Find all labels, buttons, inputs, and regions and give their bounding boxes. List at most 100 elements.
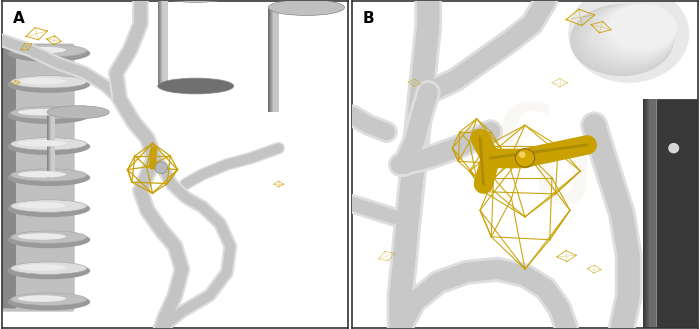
Text: A: A	[13, 11, 25, 26]
Ellipse shape	[7, 200, 90, 217]
Text: B: B	[363, 11, 374, 26]
Bar	[645, 99, 652, 328]
Bar	[270, 8, 276, 112]
Bar	[645, 99, 652, 328]
Bar	[161, 0, 166, 86]
Ellipse shape	[10, 262, 87, 274]
Ellipse shape	[7, 138, 90, 155]
Circle shape	[515, 149, 535, 167]
Bar	[48, 112, 52, 178]
Ellipse shape	[18, 264, 66, 271]
Bar	[159, 0, 164, 86]
Bar	[650, 99, 657, 328]
Bar	[647, 99, 653, 328]
Bar	[48, 112, 52, 178]
Bar	[274, 8, 279, 112]
Bar	[163, 0, 168, 86]
Ellipse shape	[18, 78, 66, 84]
Ellipse shape	[599, 4, 676, 56]
Bar	[162, 0, 167, 86]
Ellipse shape	[10, 138, 87, 150]
Bar	[48, 112, 52, 178]
Bar	[49, 112, 53, 178]
Bar	[158, 0, 164, 86]
Ellipse shape	[18, 295, 66, 302]
Bar	[272, 8, 277, 112]
Bar	[50, 112, 55, 178]
Bar	[273, 8, 278, 112]
Ellipse shape	[574, 4, 674, 73]
Bar	[48, 112, 52, 178]
Bar	[158, 0, 163, 86]
Ellipse shape	[10, 169, 87, 181]
Bar	[50, 112, 55, 178]
Bar	[643, 99, 650, 328]
Bar	[162, 0, 167, 86]
Ellipse shape	[158, 0, 234, 2]
Ellipse shape	[595, 4, 676, 59]
Ellipse shape	[7, 293, 90, 310]
Bar	[50, 112, 54, 178]
Ellipse shape	[18, 47, 66, 53]
Bar	[648, 99, 655, 328]
FancyBboxPatch shape	[657, 99, 698, 328]
Ellipse shape	[10, 293, 87, 305]
Ellipse shape	[18, 202, 66, 209]
Bar	[273, 8, 278, 112]
Bar	[158, 0, 163, 86]
Bar	[272, 8, 276, 112]
Ellipse shape	[578, 4, 675, 70]
Bar	[160, 0, 165, 86]
Bar	[272, 8, 276, 112]
Bar	[272, 8, 277, 112]
Ellipse shape	[18, 109, 66, 115]
Bar	[268, 8, 274, 112]
Ellipse shape	[7, 107, 90, 124]
Bar	[161, 0, 167, 86]
Ellipse shape	[7, 76, 90, 93]
Bar	[50, 112, 54, 178]
Bar	[270, 8, 275, 112]
Ellipse shape	[568, 0, 690, 83]
Circle shape	[519, 151, 526, 158]
Ellipse shape	[7, 231, 90, 248]
Ellipse shape	[10, 107, 87, 119]
Bar	[648, 99, 654, 328]
Ellipse shape	[582, 4, 675, 67]
Bar	[50, 112, 54, 178]
Bar	[270, 8, 275, 112]
Ellipse shape	[7, 262, 90, 279]
Bar	[48, 112, 52, 178]
Bar	[51, 112, 55, 178]
Bar	[49, 112, 53, 178]
Bar	[271, 8, 276, 112]
Ellipse shape	[18, 233, 66, 240]
FancyBboxPatch shape	[2, 47, 16, 308]
Bar	[160, 0, 166, 86]
Ellipse shape	[268, 0, 344, 15]
Text: U: U	[532, 146, 594, 220]
Circle shape	[668, 143, 679, 153]
Ellipse shape	[10, 200, 87, 212]
Bar	[160, 0, 165, 86]
Bar	[159, 0, 164, 86]
Bar	[270, 8, 274, 112]
Ellipse shape	[158, 78, 234, 94]
Ellipse shape	[47, 106, 109, 119]
Ellipse shape	[10, 231, 87, 243]
Ellipse shape	[591, 4, 676, 62]
Ellipse shape	[10, 44, 87, 57]
Ellipse shape	[10, 76, 87, 88]
Circle shape	[155, 162, 167, 174]
Ellipse shape	[587, 4, 676, 64]
Ellipse shape	[608, 4, 677, 50]
Bar	[162, 0, 167, 86]
FancyBboxPatch shape	[0, 43, 75, 312]
Bar	[47, 112, 51, 178]
Bar	[643, 99, 650, 328]
Text: C: C	[497, 100, 553, 174]
Ellipse shape	[7, 169, 90, 186]
Ellipse shape	[570, 4, 673, 76]
Ellipse shape	[604, 4, 677, 53]
Bar	[269, 8, 274, 112]
